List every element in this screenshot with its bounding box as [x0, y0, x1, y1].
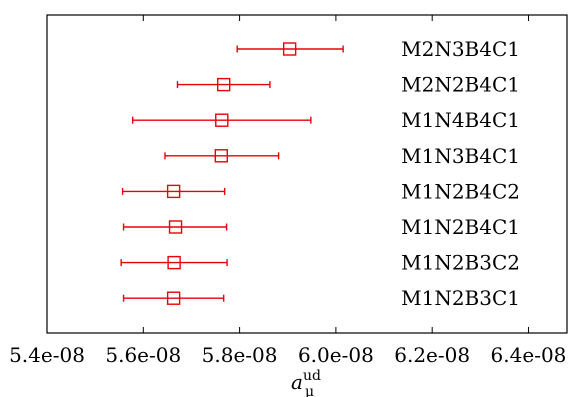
data-point-marker: [166, 184, 181, 199]
category-label: M1N2B4C1: [401, 215, 520, 239]
data-point-marker: [214, 149, 228, 163]
x-tick-label: 6.2e-08: [394, 343, 470, 367]
category-label: M1N4B4C1: [401, 108, 520, 132]
x-axis-label-subscript: μ: [305, 384, 314, 397]
data-point-marker: [166, 291, 181, 305]
x-axis-label-symbol: a: [291, 370, 303, 394]
data-point-marker: [168, 220, 183, 234]
category-label: M2N2B4C1: [401, 73, 520, 97]
plot-border: [46, 14, 568, 334]
x-tick-label: 6.0e-08: [298, 343, 374, 367]
category-label: M1N2B3C2: [401, 251, 520, 275]
data-point-marker: [215, 113, 229, 127]
x-tick-label: 5.6e-08: [105, 343, 181, 367]
data-marks: [120, 42, 344, 305]
x-axis-label-superscript: ud: [303, 368, 321, 384]
category-label: M1N2B3C1: [401, 286, 520, 310]
x-tick-label: 6.4e-08: [491, 343, 567, 367]
category-label: M1N2B4C2: [401, 179, 520, 203]
data-point-marker: [217, 77, 231, 92]
data-point-marker: [167, 255, 181, 270]
x-tick-label: 5.8e-08: [202, 343, 278, 367]
category-label: M1N3B4C1: [401, 144, 520, 168]
x-axis-label: aud μ: [291, 368, 321, 397]
x-axis-ticks: 5.4e-08 5.6e-08 5.8e-08 6.0e-08 6.2e-08 6.4e-…: [9, 15, 566, 367]
category-labels: M2N3B4C1 M2N2B4C1 M1N4B4C1 M1N3B4C1 M1N2B4C2…: [401, 37, 520, 310]
data-point-marker: [282, 42, 297, 56]
plot-frame: [46, 14, 568, 334]
category-label: M2N3B4C1: [401, 37, 520, 61]
x-tick-label: 5.4e-08: [9, 343, 85, 367]
